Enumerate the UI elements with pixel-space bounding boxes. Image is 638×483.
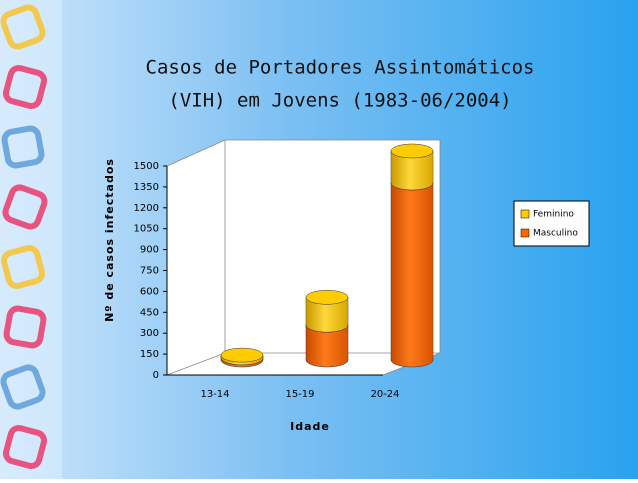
x-tick-label: 20-24 [370,389,399,400]
legend-label: Masculino [533,229,578,239]
legend-swatch [520,228,530,238]
y-tick-label: 600 [140,286,159,297]
legend-swatch [520,209,530,219]
y-tick-label: 1500 [134,161,159,172]
y-tick-label: 750 [140,266,159,277]
y-tick-label: 150 [140,349,159,360]
decoration [0,0,62,479]
legend [513,200,590,247]
chart-title: Casos de Portadores Assintomáticos [146,57,535,79]
bar-top [305,290,349,305]
y-axis-label: Nº de casos infectados [103,158,116,322]
bar-top [220,347,264,363]
y-tick-label: 900 [140,245,159,256]
x-tick-label: 13-14 [200,389,229,400]
x-axis-label: Idade [290,420,330,433]
y-tick-label: 1200 [134,203,159,214]
y-tick-label: 1350 [134,182,159,193]
y-tick-label: 0 [153,370,159,381]
bar-segment [390,143,434,191]
y-tick-label: 450 [140,307,159,318]
y-tick-label: 1050 [134,224,159,235]
y-tick-label: 300 [140,328,159,339]
bar-segment [220,347,264,366]
bar-top [390,143,434,159]
x-tick-label: 15-19 [285,389,314,400]
bar-segment [390,175,434,368]
legend-label: Feminino [533,210,574,220]
bar-segment [305,290,349,333]
bar-body-cover [391,183,433,360]
chart-subtitle: (VIH) em Jovens (1983-06/2004) [168,90,511,112]
